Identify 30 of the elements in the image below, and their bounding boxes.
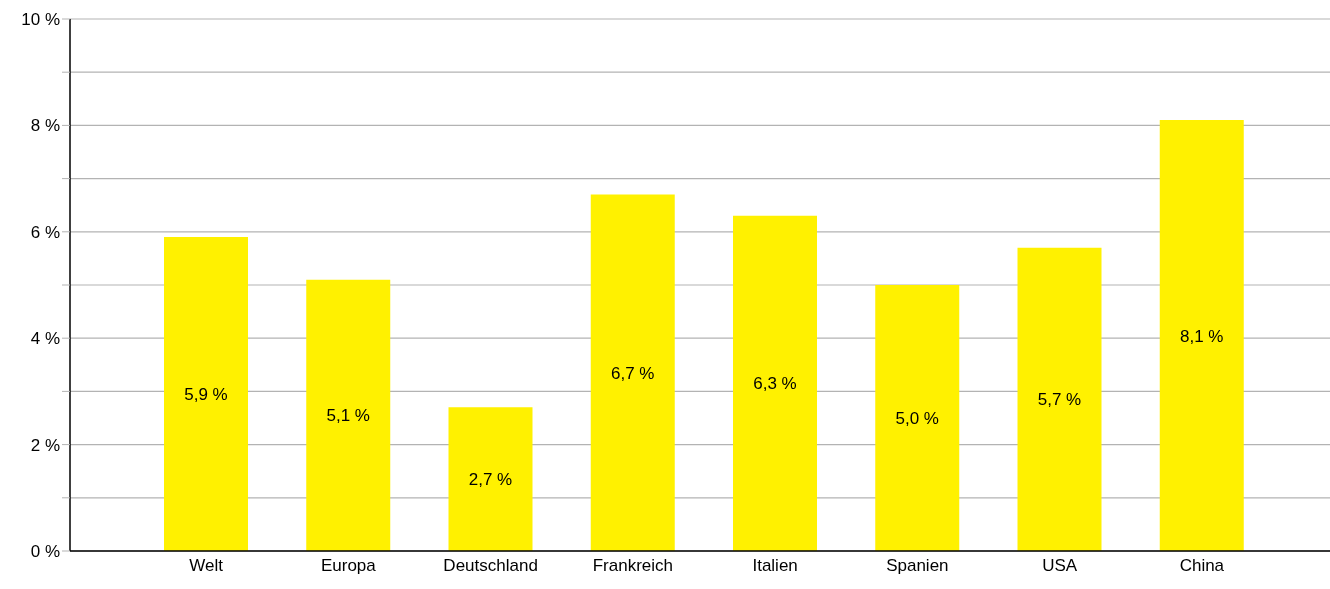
y-tick-label: 4 % [30,329,60,349]
y-tick-label: 2 % [30,435,60,455]
data-label: 5,9 % [184,385,228,405]
x-tick-label: Italien [752,556,798,576]
x-tick-label: Welt [189,556,224,576]
bar [448,407,533,551]
x-tick-label: Europa [320,556,377,576]
y-tick-label: 0 % [30,542,60,562]
y-tick-label: 10 % [21,10,60,30]
data-label: 5,1 % [326,406,370,426]
data-label: 8,1 % [1180,326,1224,346]
bar [164,237,248,551]
x-tick-label: Deutschland [443,556,538,576]
data-label: 2,7 % [468,470,513,490]
bar [1017,247,1102,551]
x-tick-label: Spanien [886,556,949,576]
x-tick-label: USA [1042,556,1078,576]
x-tick-label: Frankreich [592,556,674,576]
data-label: 5,0 % [895,409,939,429]
bar [1159,120,1244,551]
bar [733,215,817,551]
data-label: 5,7 % [1037,390,1082,410]
y-tick-label: 6 % [30,222,60,242]
bar [306,279,391,551]
bar [590,194,675,551]
bar [875,285,960,551]
y-tick-label: 8 % [30,116,60,136]
data-label: 6,7 % [611,363,655,383]
x-tick-label: China [1179,556,1225,576]
data-label: 6,3 % [753,374,797,394]
